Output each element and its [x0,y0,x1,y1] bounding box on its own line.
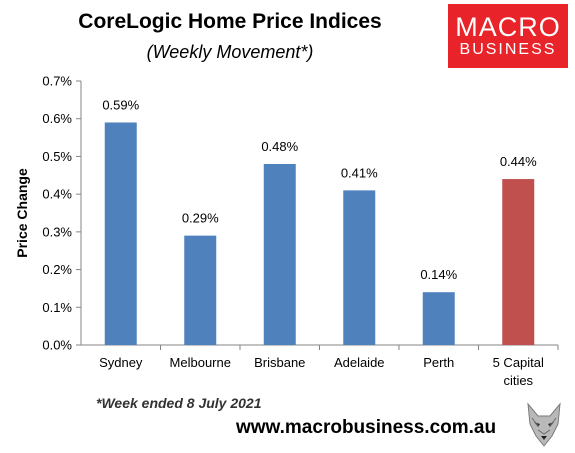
x-tick-label: Melbourne [170,355,231,370]
chart-subtitle: (Weekly Movement*) [146,42,314,62]
logo-line-macro: MACRO [455,12,561,42]
chart-title: CoreLogic Home Price Indices [78,10,382,33]
bar [184,235,217,345]
y-tick-label: 0.7% [42,74,72,89]
wolf-head-icon [527,402,561,447]
logo-line-business: BUSINESS [459,41,557,58]
x-tick-label: cities [503,373,533,388]
y-tick-label: 0.3% [42,224,72,239]
data-label: 0.59% [102,97,139,112]
data-label: 0.14% [420,267,457,282]
data-label: 0.41% [341,165,378,180]
bar [263,163,296,345]
x-tick-label: Sydney [99,355,143,370]
y-tick-label: 0.4% [42,187,72,202]
x-tick-label: Perth [423,355,454,370]
bar [422,292,455,345]
macrobusiness-logo: MACRO BUSINESS [448,4,568,68]
y-tick-label: 0.5% [42,149,72,164]
y-tick-label: 0.2% [42,262,72,277]
bar [502,179,535,345]
bar [343,190,376,345]
x-tick-label: Adelaide [334,355,385,370]
y-tick-label: 0.6% [42,111,72,126]
footnote: *Week ended 8 July 2021 [96,395,262,411]
website-url: www.macrobusiness.com.au [236,417,497,438]
y-tick-label: 0.1% [42,300,72,315]
data-label: 0.29% [182,211,219,226]
x-tick-label: Brisbane [254,355,305,370]
y-tick-label: 0.0% [42,338,72,353]
bar [104,122,137,345]
data-label: 0.48% [261,139,298,154]
data-label: 0.44% [500,154,537,169]
x-tick-label: 5 Capital [493,355,544,370]
y-axis-title: Price Change [14,168,30,258]
